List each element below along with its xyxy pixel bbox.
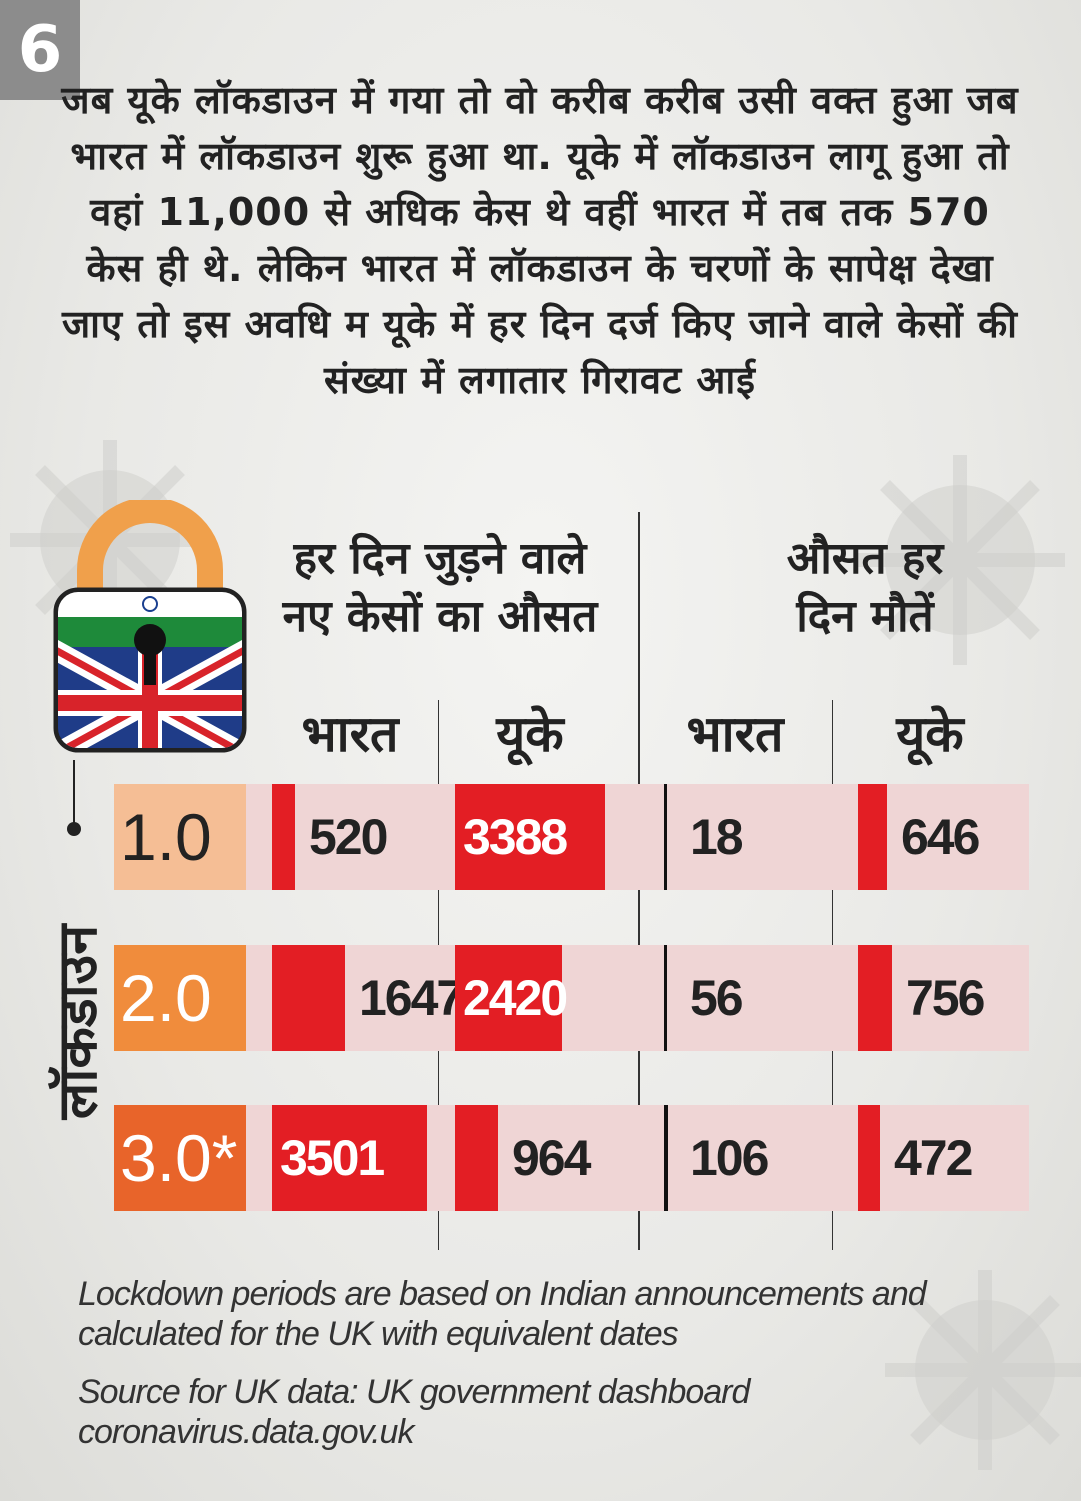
value-bar <box>664 945 667 1051</box>
value-label: 56 <box>690 970 744 1026</box>
value-bar <box>858 1105 880 1211</box>
value-bar <box>272 784 295 890</box>
col-uk-cases: यूके <box>496 705 564 763</box>
header-deaths-line2: दिन मौतें <box>796 591 934 642</box>
value-label: 1647 <box>359 970 464 1026</box>
side-label-lockdown: लॉकडाउन <box>46 924 109 1120</box>
intro-paragraph: जब यूके लॉकडाउन में गया तो वो करीब करीब … <box>61 78 1019 402</box>
value-label: 756 <box>906 970 985 1026</box>
lockdown-phase-label: 1.0 <box>114 784 246 890</box>
header-cases: हर दिन जुड़ने वाले नए केसों का औसत <box>250 530 630 646</box>
value-cell: 520 <box>272 784 432 890</box>
value-label: 964 <box>512 1130 591 1186</box>
value-label: 2420 <box>463 970 568 1026</box>
value-label: 3501 <box>280 1130 385 1186</box>
value-bar <box>455 1105 498 1211</box>
padlock-flag-icon <box>53 500 247 753</box>
value-cell: 472 <box>858 1105 1028 1211</box>
slide-number-badge: 6 <box>0 0 80 100</box>
value-cell: 646 <box>858 784 1028 890</box>
value-label: 646 <box>901 809 980 865</box>
value-cell: 106 <box>664 1105 829 1211</box>
value-label: 3388 <box>463 809 568 865</box>
connector-dot <box>67 822 81 836</box>
value-cell: 964 <box>455 1105 633 1211</box>
header-deaths: औसत हर दिन मौतें <box>700 530 1030 646</box>
footnote-source: Source for UK data: UK government dashbo… <box>78 1373 750 1451</box>
col-india-deaths: भारत <box>686 705 784 763</box>
value-bar <box>664 1105 668 1211</box>
value-bar <box>664 784 667 890</box>
value-cell: 756 <box>858 945 1028 1051</box>
row-background <box>246 945 1029 1051</box>
value-bar <box>858 945 892 1051</box>
value-cell: 56 <box>664 945 829 1051</box>
value-bar <box>455 945 562 1051</box>
value-cell: 18 <box>664 784 829 890</box>
header-cases-line1: हर दिन जुड़ने वाले <box>293 533 587 584</box>
value-bar <box>455 784 605 890</box>
value-cell: 3501 <box>272 1105 432 1211</box>
value-label: 106 <box>690 1130 769 1186</box>
value-cell: 1647 <box>272 945 464 1051</box>
col-india-cases: भारत <box>301 705 399 763</box>
value-label: 520 <box>309 809 388 865</box>
value-bar <box>858 784 887 890</box>
value-cell: 2420 <box>455 945 633 1051</box>
col-uk-deaths: यूके <box>896 705 964 763</box>
header-deaths-line1: औसत हर <box>786 533 944 584</box>
lockdown-phase-label: 3.0* <box>114 1105 246 1211</box>
value-label: 472 <box>894 1130 973 1186</box>
header-cases-line2: नए केसों का औसत <box>282 591 598 642</box>
value-bar <box>272 1105 427 1211</box>
row-background <box>246 784 1029 890</box>
lockdown-phase-label: 2.0 <box>114 945 246 1051</box>
value-bar <box>272 945 345 1051</box>
value-cell: 3388 <box>455 784 633 890</box>
footnote-periods: Lockdown periods are based on Indian ann… <box>78 1275 927 1353</box>
connector-line <box>73 760 75 830</box>
value-label: 18 <box>690 809 744 865</box>
